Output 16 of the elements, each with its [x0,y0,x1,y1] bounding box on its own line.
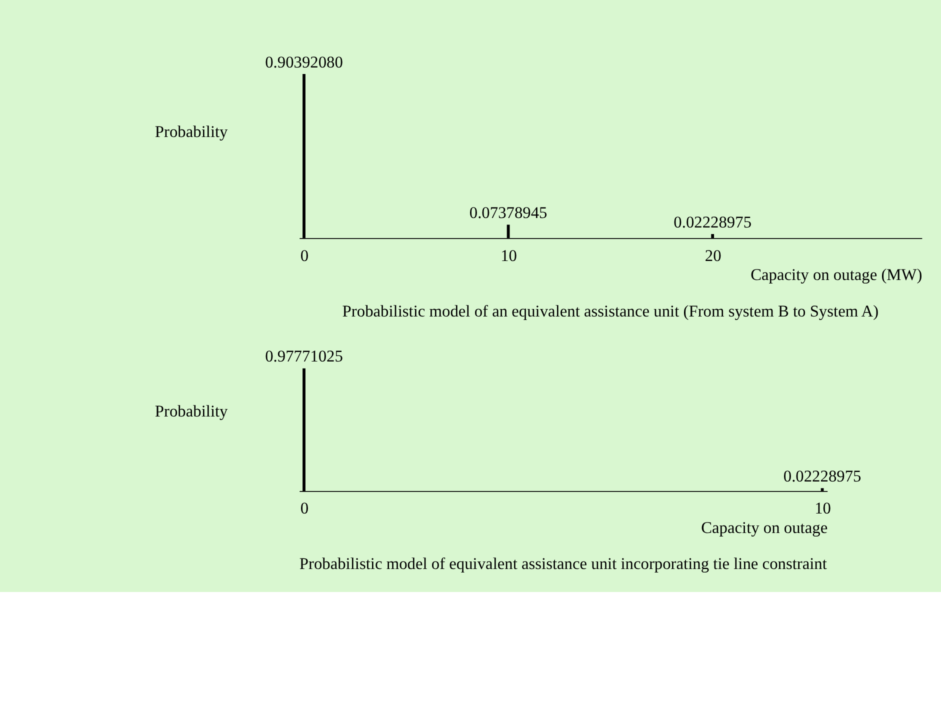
data-label: 0.97771025 [265,346,343,366]
data-label: 0.07378945 [469,202,548,222]
data-label: 0.90392080 [265,52,343,72]
x-tick-label: 20 [704,246,722,265]
x-tick-label: 0 [300,498,309,518]
x-axis-title: Capacity on outage (MW) [750,265,922,284]
data-label: 0.02228975 [674,212,752,232]
y-axis-title: Probability [154,402,229,421]
x-tick-label: 0 [300,246,309,265]
x-tick-label: 10 [500,246,517,265]
text: Probabilistic model of an equivalent assistance unit (From system B to System A) [342,301,879,320]
x-tick-label: 10 [814,498,831,518]
y-axis-title: Probability [154,122,229,141]
data-label: 0.02228975 [783,466,862,486]
text: Probabilistic model of equivalent assistance unit incorporating tie line constraint [299,554,828,574]
x-axis-title: Capacity on outage [701,518,828,537]
